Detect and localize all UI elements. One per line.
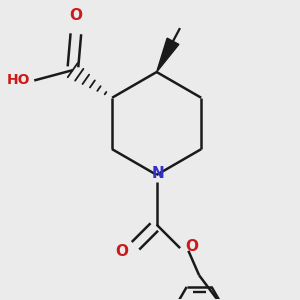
Text: O: O: [70, 8, 83, 23]
Text: O: O: [115, 244, 128, 259]
Text: O: O: [185, 239, 198, 254]
Polygon shape: [157, 38, 179, 72]
Text: HO: HO: [7, 74, 30, 88]
Text: N: N: [152, 166, 165, 181]
